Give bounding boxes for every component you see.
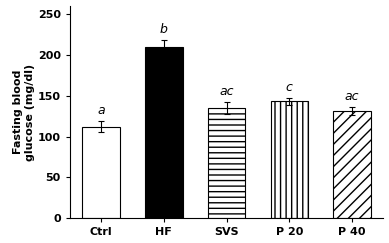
Bar xyxy=(82,127,120,218)
Text: ac: ac xyxy=(219,85,234,98)
Text: ac: ac xyxy=(345,90,359,103)
Text: a: a xyxy=(97,104,105,117)
Y-axis label: Fasting blood
glucose (mg/dl): Fasting blood glucose (mg/dl) xyxy=(13,63,35,161)
Bar xyxy=(333,111,371,218)
Bar xyxy=(270,101,308,218)
Bar xyxy=(145,47,183,218)
Text: c: c xyxy=(286,81,293,94)
Text: b: b xyxy=(160,23,168,36)
Bar xyxy=(208,108,245,218)
